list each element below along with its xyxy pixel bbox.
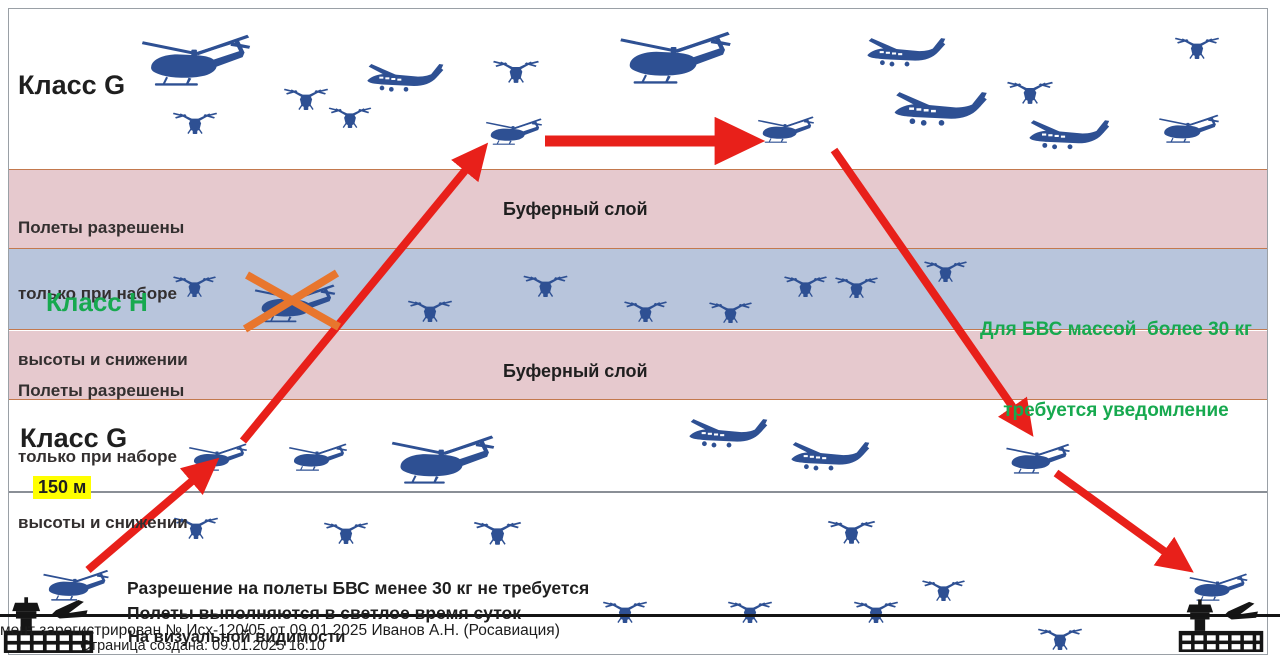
buffer-lower-note-line2: только при наборе (18, 447, 177, 466)
helicopter-icon (288, 441, 348, 472)
buffer-lower-note-line1: Полеты разрешены (18, 381, 185, 400)
rule-no-permission: Разрешение на полеты БВС менее 30 кг не … (127, 578, 590, 598)
drone-icon (1174, 33, 1220, 62)
buffer-band-upper (8, 169, 1268, 249)
buffer-band-lower (8, 331, 1268, 400)
drone-icon (172, 108, 218, 137)
helicopter-icon (1188, 571, 1249, 602)
drone-icon (783, 272, 828, 300)
buffer-upper-note-line2: только при наборе (18, 284, 177, 303)
drone-icon (328, 103, 372, 131)
drone-icon (323, 518, 369, 547)
helicopter-icon (253, 281, 337, 324)
rule-visual-line-of-sight: На визуальной видимости (128, 628, 346, 646)
helicopter-icon (390, 431, 496, 486)
registration-stamp: мент зарегистрирован № Исх-120/05 от 09.… (0, 622, 560, 639)
class-g-top-label: Класс G (18, 70, 126, 100)
drone-icon (522, 271, 569, 300)
buffer-lower-note: Полеты разрешены только при наборе высот… (18, 336, 188, 578)
drone-icon (853, 597, 899, 626)
class-h-notice-line2: требуется уведомление (1003, 400, 1229, 421)
drone-icon (727, 597, 773, 626)
helicopter-icon (618, 27, 733, 86)
airport-icon (1177, 599, 1265, 654)
airplane-icon (893, 90, 990, 133)
drone-icon (1006, 77, 1054, 107)
altitude-150m-marker: 150 м (33, 476, 92, 499)
rule-daylight: Полеты выполняются в светлое время суток (127, 603, 522, 623)
ground-line (0, 614, 1280, 617)
drone-icon (708, 298, 753, 326)
class-h-band (8, 249, 1268, 330)
airplane-icon (1028, 118, 1112, 156)
buffer-lower-title: Буферный слой (503, 361, 648, 381)
drone-icon (492, 56, 540, 86)
drone-icon (473, 517, 522, 548)
helicopter-icon (140, 30, 252, 88)
airplane-icon (866, 36, 948, 73)
buffer-upper-note: Полеты разрешены только при наборе высот… (18, 173, 188, 415)
buffer-upper-title: Буферный слой (503, 199, 648, 219)
helicopter-icon (757, 114, 815, 144)
drone-icon (283, 84, 329, 113)
airplane-icon (366, 62, 446, 98)
airplane-icon (688, 417, 770, 454)
drone-icon (834, 273, 879, 301)
page-created-stamp: Страница создана: 09.01.2025 16:10 (80, 638, 325, 654)
buffer-lower-note-line3: высоты и снижении (18, 513, 188, 532)
drone-icon (1037, 624, 1083, 653)
class-g-bottom-label: Класс G (20, 423, 128, 453)
buffer-upper-note-line3: высоты и снижении (18, 350, 188, 369)
airplane-icon (790, 440, 872, 477)
class-h-notice: Для БВС массой более 30 кг требуется уве… (960, 262, 1272, 478)
diagram-border (8, 8, 1268, 655)
class-h-notice-line1: Для БВС массой более 30 кг (980, 319, 1252, 340)
drone-icon (407, 296, 453, 325)
altitude-150m-line (9, 491, 1267, 493)
drone-icon (921, 576, 966, 604)
drone-icon (827, 516, 876, 547)
class-h-label: Класс H (46, 287, 148, 317)
drone-icon (602, 597, 648, 626)
helicopter-icon (188, 441, 248, 472)
drone-icon (623, 297, 668, 325)
helicopter-icon (485, 116, 543, 146)
buffer-upper-note-line1: Полеты разрешены (18, 218, 185, 237)
helicopter-icon (1158, 112, 1220, 144)
